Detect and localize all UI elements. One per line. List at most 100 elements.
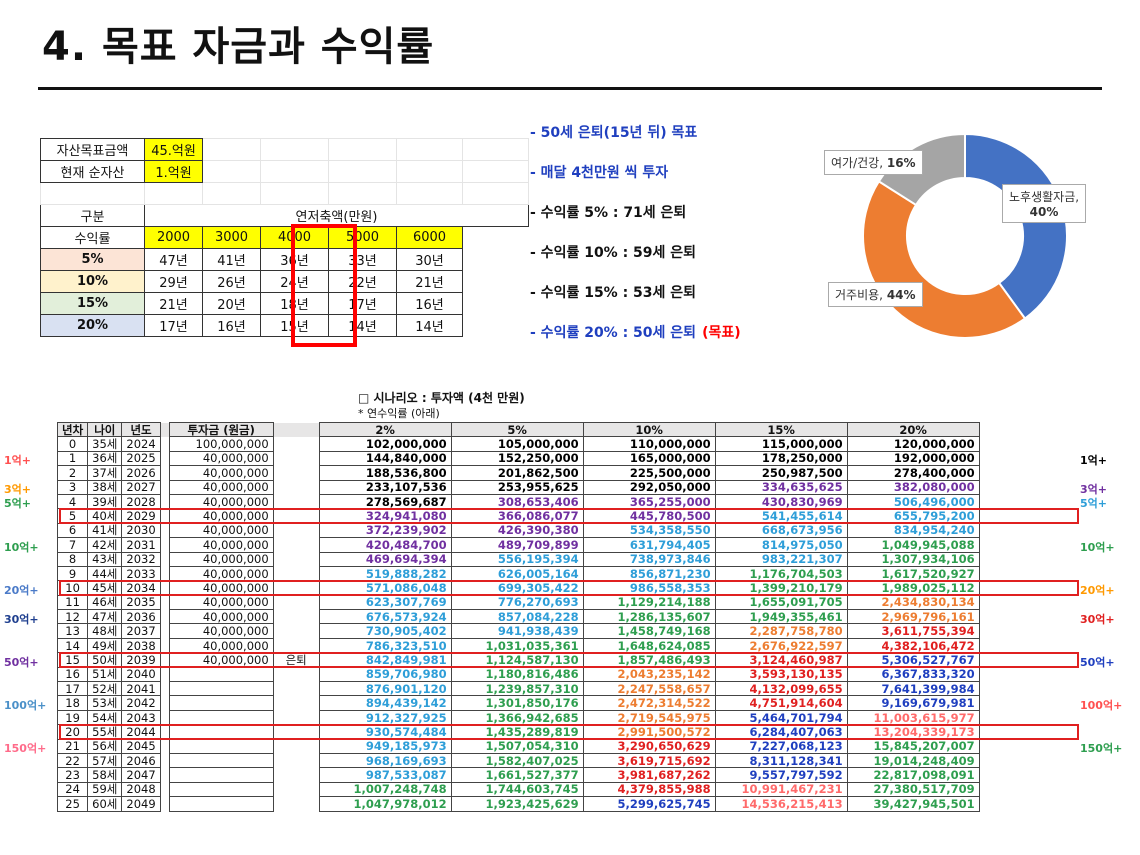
value-cell: 188,536,800 [318,465,452,481]
value-cell: 9,169,679,981 [846,695,980,711]
savings-amount-1: 3000 [202,226,261,249]
table-row: 3 38세 2027 40,000,000 233,107,536 253,955,625… [56,479,980,495]
value-cell: 19,014,248,409 [846,752,980,769]
year-index-cell: 7 [56,537,89,553]
value-cell: 7,227,068,123 [714,738,848,754]
column-gap [160,753,169,767]
year-cell: 2036 [121,609,161,625]
table-row: 25 60세 2049 1,047,978,012 1,923,425,629 5,299… [56,796,980,812]
value-cell: 278,400,000 [846,465,980,481]
column-gap [160,466,169,480]
value-cell: 519,888,282 [318,565,452,582]
value-cell: 1,661,527,377 [450,767,584,783]
table-row: 5 40세 2029 40,000,000 324,941,080 366,086,077… [56,508,980,524]
table-row: 17 52세 2041 876,901,120 1,239,857,310 2,247,5… [56,681,980,697]
year-index-cell: 2 [56,465,89,481]
note-cell [273,753,319,767]
highlight-4000-column [291,224,357,347]
value-cell: 11,003,615,977 [846,709,980,726]
value-cell: 2,043,235,142 [582,666,716,683]
value-cell: 1,458,749,168 [582,623,716,639]
age-cell: 48세 [87,623,123,639]
years-cell: 26년 [202,270,261,293]
value-cell: 1,366,942,685 [450,709,584,726]
value-cell: 152,250,000 [450,450,584,467]
value-cell: 1,744,603,745 [450,781,584,798]
principal-cell [168,767,274,783]
years-cell: 16년 [202,314,261,337]
principal-cell: 40,000,000 [168,609,274,625]
value-cell: 115,000,000 [714,436,848,452]
principal-cell: 40,000,000 [168,465,274,481]
table-row: 11 46세 2035 40,000,000 623,307,769 776,270,69… [56,594,980,611]
years-cell: 29년 [144,270,203,293]
value-cell: 1,180,816,486 [450,666,584,683]
note-cell [273,782,319,796]
year-index-cell: 9 [56,565,89,582]
value-cell: 144,840,000 [318,450,452,467]
value-cell: 1,031,035,361 [450,637,584,654]
note-cell [273,480,319,494]
threshold-label-right: 5억+ [1080,497,1107,511]
donut-label-leisure: 여가/건강, 16% [824,150,923,175]
column-gap [160,624,169,638]
principal-cell: 40,000,000 [168,594,274,611]
value-cell: 382,080,000 [846,479,980,495]
threshold-label-left: 5억+ [4,497,31,511]
value-cell: 1,286,135,607 [582,609,716,625]
threshold-label-right: 20억+ [1080,583,1115,597]
value-cell: 623,307,769 [318,594,452,611]
value-cell: 968,169,693 [318,752,452,769]
value-cell: 2,719,545,975 [582,709,716,726]
table-row: 13 48세 2037 40,000,000 730,905,402 941,938,43… [56,623,980,639]
value-cell: 2,434,830,134 [846,594,980,611]
year-cell: 2035 [121,594,161,611]
table-row: 8 43세 2032 40,000,000 469,694,394 556,195,394… [56,551,980,567]
age-cell: 38세 [87,479,123,495]
goal-row: 10% 29년 26년 24년 22년 21년 [40,270,529,293]
year-index-cell: 11 [56,594,89,611]
threshold-label-left: 3억+ [4,483,31,497]
principal-cell [168,738,274,754]
value-cell: 10,991,467,231 [714,781,848,798]
year-index-cell: 21 [56,738,89,754]
goal-table: 자산목표금액 45.억원 현재 순자산 1.억원 구분 연저축액(만원) 수익률… [40,138,529,337]
value-cell: 14,536,215,413 [714,796,848,812]
donut-label-retirement: 노후생활자금, 40% [1002,184,1087,223]
value-cell: 430,830,969 [714,493,848,510]
value-cell: 4,751,914,604 [714,695,848,711]
bullet-text: - 매달 4천만원 씩 투자 [530,165,669,181]
year-cell: 2045 [121,738,161,754]
value-cell: 178,250,000 [714,450,848,467]
value-cell: 1,176,704,503 [714,565,848,582]
value-cell: 506,496,000 [846,493,980,510]
year-index-cell: 0 [56,436,89,452]
age-cell: 52세 [87,681,123,697]
table-row: 22 57세 2046 968,169,693 1,582,407,025 3,619,7… [56,752,980,769]
age-cell: 43세 [87,551,123,567]
value-cell: 365,255,000 [582,493,716,510]
value-cell: 420,484,700 [318,537,452,553]
value-cell: 110,000,000 [582,436,716,452]
allocation-donut-chart: 여가/건강, 16% 노후생활자금, 40% 거주비용, 44% [810,118,1110,348]
bullet-text: - 수익률 10% : 59세 은퇴 [530,245,697,261]
year-index-cell: 4 [56,493,89,510]
value-cell: 3,981,687,262 [582,767,716,783]
value-cell: 1,648,624,085 [582,637,716,654]
principal-cell: 40,000,000 [168,565,274,582]
value-cell: 983,221,307 [714,551,848,567]
scenario-table: 년차 나이 년도 투자금 (원금) 2% 5% 10% 15% 20% 0 35세 2024 100,… [56,421,980,812]
year-cell: 2033 [121,565,161,582]
column-gap [160,667,169,681]
note-cell [273,595,319,609]
scenario-title: □ 시나리오 : 투자액 (4천 만원) [358,391,525,405]
year-cell: 2032 [121,551,161,567]
column-header: 나이 [87,421,123,438]
note-cell [273,739,319,753]
year-index-cell: 1 [56,450,89,467]
value-cell: 201,862,500 [450,465,584,481]
year-index-cell: 24 [56,781,89,798]
threshold-label-right: 1억+ [1080,454,1107,468]
value-cell: 39,427,945,501 [846,796,980,812]
column-gap [160,451,169,465]
